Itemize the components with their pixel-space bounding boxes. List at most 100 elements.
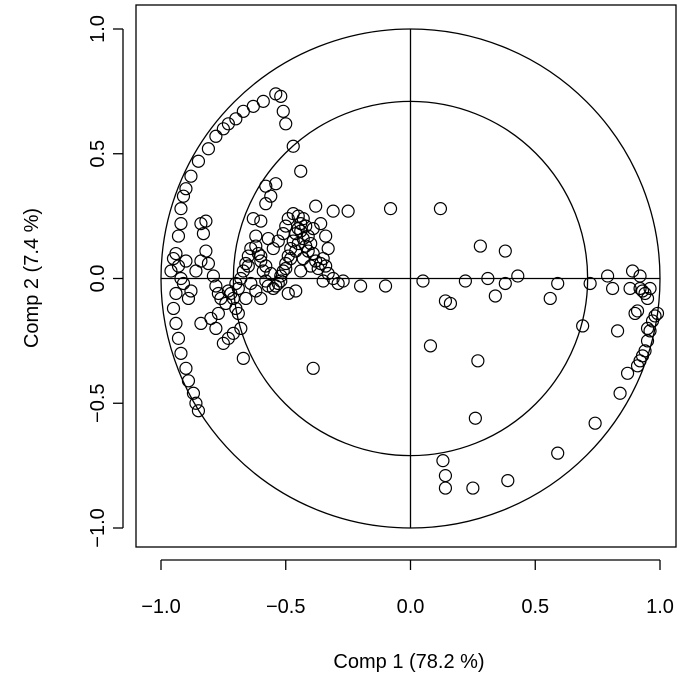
data-point bbox=[171, 331, 186, 345]
data-point bbox=[498, 244, 512, 258]
data-point bbox=[231, 306, 245, 321]
data-point bbox=[291, 236, 305, 251]
data-point bbox=[171, 259, 186, 273]
data-point bbox=[466, 481, 480, 495]
data-point bbox=[276, 226, 290, 241]
data-point bbox=[630, 359, 645, 373]
data-point bbox=[236, 264, 250, 278]
y-tick-label: 1.0 bbox=[87, 15, 109, 43]
data-point bbox=[279, 117, 293, 131]
y-tick-label: 0.0 bbox=[87, 265, 109, 293]
x-tick-label: 0.0 bbox=[397, 596, 425, 618]
data-point bbox=[289, 284, 303, 298]
data-point bbox=[635, 284, 650, 298]
data-point bbox=[511, 269, 525, 283]
x-tick-label: 0.5 bbox=[521, 596, 549, 618]
data-point bbox=[236, 351, 250, 365]
data-point bbox=[588, 416, 602, 430]
data-point bbox=[473, 239, 487, 253]
data-point bbox=[216, 122, 230, 136]
data-point bbox=[643, 324, 657, 338]
data-point bbox=[174, 346, 188, 360]
data-point bbox=[294, 264, 308, 278]
data-point bbox=[206, 269, 220, 283]
data-point bbox=[271, 234, 285, 248]
data-point bbox=[191, 404, 206, 418]
data-point bbox=[291, 209, 305, 223]
data-point bbox=[254, 254, 268, 268]
data-point bbox=[498, 276, 512, 291]
y-tick-label: −0.5 bbox=[87, 384, 109, 423]
data-point bbox=[261, 231, 275, 246]
data-point bbox=[643, 281, 657, 296]
data-point bbox=[221, 331, 235, 345]
data-point bbox=[633, 269, 647, 283]
data-point bbox=[613, 386, 627, 400]
data-point bbox=[625, 264, 640, 278]
data-point bbox=[179, 182, 193, 196]
data-point bbox=[181, 291, 196, 306]
data-point bbox=[221, 117, 235, 131]
data-point bbox=[176, 276, 191, 291]
data-point bbox=[249, 284, 263, 298]
data-point bbox=[169, 316, 183, 331]
data-point bbox=[383, 202, 398, 216]
data-point bbox=[266, 281, 280, 296]
data-point bbox=[583, 276, 597, 291]
data-point bbox=[209, 279, 223, 293]
data-point bbox=[630, 304, 645, 318]
data-point bbox=[254, 214, 268, 228]
data-point bbox=[341, 204, 355, 218]
data-point bbox=[286, 139, 300, 153]
data-point bbox=[249, 229, 263, 243]
data-point bbox=[640, 291, 655, 306]
data-point bbox=[319, 259, 333, 273]
x-tick-label: −1.0 bbox=[141, 596, 180, 618]
data-point bbox=[259, 197, 273, 211]
data-point bbox=[628, 306, 642, 321]
data-point bbox=[299, 219, 313, 233]
data-point bbox=[256, 94, 270, 108]
data-point bbox=[279, 256, 293, 271]
data-point bbox=[336, 274, 350, 288]
data-point bbox=[271, 276, 285, 291]
data-point bbox=[234, 321, 248, 335]
data-point bbox=[274, 274, 288, 288]
data-point bbox=[576, 319, 590, 333]
data-point bbox=[174, 217, 188, 231]
data-point bbox=[254, 249, 268, 263]
data-point bbox=[648, 309, 662, 323]
data-point bbox=[169, 286, 183, 301]
data-point bbox=[176, 189, 191, 203]
points-layer bbox=[164, 87, 665, 495]
y-tick-label: 0.5 bbox=[87, 140, 109, 168]
y-tick-label: −1.0 bbox=[87, 508, 109, 547]
data-point bbox=[246, 212, 260, 226]
data-point bbox=[174, 202, 188, 216]
data-point bbox=[229, 112, 243, 126]
data-point bbox=[201, 142, 216, 156]
data-point bbox=[501, 473, 515, 488]
data-point bbox=[244, 276, 258, 291]
data-point bbox=[189, 396, 203, 410]
data-point bbox=[551, 446, 565, 460]
data-point bbox=[166, 251, 181, 266]
data-point bbox=[438, 481, 453, 495]
x-axis-label: Comp 1 (78.2 %) bbox=[333, 651, 484, 673]
data-point bbox=[276, 264, 290, 278]
data-point bbox=[309, 199, 323, 213]
data-point bbox=[194, 217, 208, 231]
data-point bbox=[279, 219, 293, 233]
data-point bbox=[623, 281, 637, 296]
data-point bbox=[468, 411, 482, 425]
data-point bbox=[296, 231, 310, 246]
data-point bbox=[209, 129, 223, 143]
data-point bbox=[438, 294, 453, 308]
data-point bbox=[640, 321, 655, 335]
data-point bbox=[378, 279, 393, 293]
data-point bbox=[201, 256, 216, 271]
data-point bbox=[306, 361, 320, 375]
data-point bbox=[191, 154, 206, 168]
